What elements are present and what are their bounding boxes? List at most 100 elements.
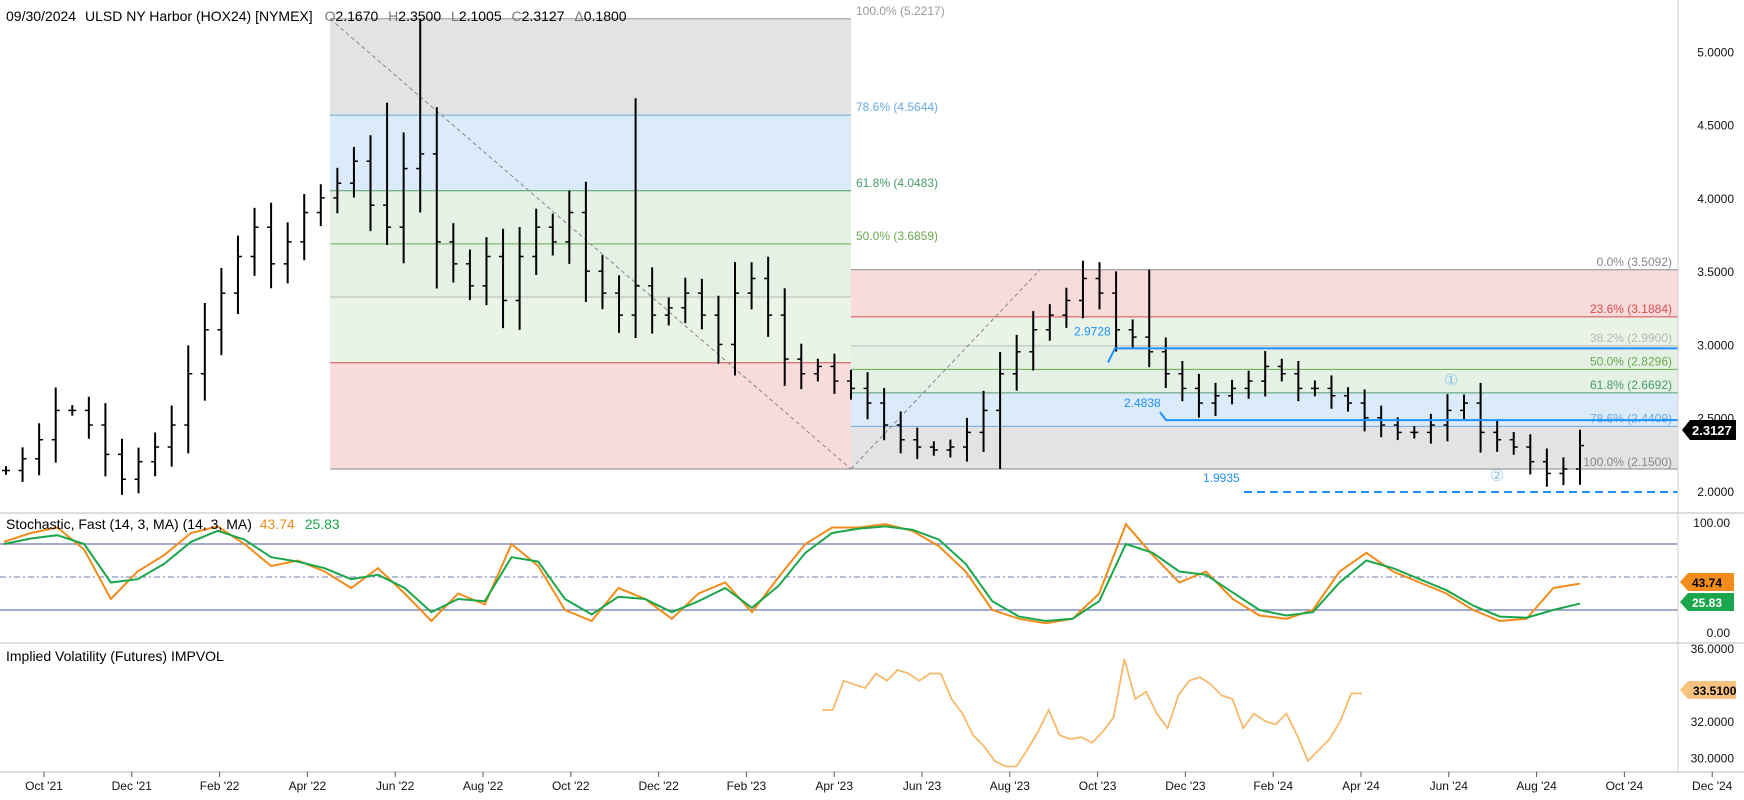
impvol-flag: 33.5100 bbox=[1680, 681, 1737, 699]
impvol-tick-label: 32.0000 bbox=[1691, 715, 1735, 729]
price-bar bbox=[18, 447, 27, 482]
header-symbol: ULSD NY Harbor (HOX24) [NYMEX] bbox=[85, 8, 313, 24]
fib2-level-label: 50.0% (2.8296) bbox=[1590, 354, 1672, 368]
price-bar bbox=[1526, 434, 1535, 475]
price-bar bbox=[731, 262, 740, 376]
header-change-label: Δ bbox=[574, 8, 583, 24]
fib2-level-label: 38.2% (2.9900) bbox=[1590, 331, 1672, 345]
price-bar bbox=[35, 423, 44, 476]
stochastic-k-flag: 43.74 bbox=[1680, 573, 1734, 591]
price-bar bbox=[780, 288, 789, 386]
price-bar bbox=[764, 256, 773, 337]
price-bar bbox=[615, 275, 624, 333]
price-tick-label: 3.0000 bbox=[1697, 338, 1734, 352]
price-bar bbox=[449, 223, 458, 283]
fib1-zone bbox=[330, 190, 851, 244]
stochastic-title-line: Stochastic, Fast (14, 3, MA) (14, 3, MA)… bbox=[6, 516, 340, 532]
fib1-level-label: 50.0% (3.6859) bbox=[856, 229, 938, 243]
impvol-flag-label: 33.5100 bbox=[1693, 684, 1737, 698]
price-bar bbox=[697, 278, 706, 330]
price-bar bbox=[1509, 432, 1518, 455]
time-tick-label: Oct '23 bbox=[1079, 779, 1117, 793]
price-bar bbox=[1078, 260, 1087, 319]
price-bar bbox=[233, 235, 242, 315]
fib1-level-label: 100.0% (5.2217) bbox=[856, 4, 945, 18]
time-tick-label: Oct '22 bbox=[552, 779, 590, 793]
price-bar bbox=[499, 228, 508, 329]
time-tick-label: Dec '24 bbox=[1692, 779, 1733, 793]
price-tick-label: 3.5000 bbox=[1697, 265, 1734, 279]
stochastic-title: Stochastic, Fast (14, 3, MA) (14, 3, MA) bbox=[6, 516, 252, 532]
price-bar bbox=[813, 358, 822, 382]
fib1-zone bbox=[330, 362, 851, 470]
time-tick-label: Aug '23 bbox=[990, 779, 1031, 793]
price-bar bbox=[1194, 373, 1203, 418]
fib1-zone bbox=[330, 297, 851, 363]
wave-2-label: ② bbox=[1490, 468, 1504, 485]
header-high: 2.3500 bbox=[398, 8, 441, 24]
price-bar bbox=[1443, 394, 1452, 442]
header-low-label: L bbox=[451, 8, 459, 24]
price-bar bbox=[1095, 262, 1104, 310]
support-line bbox=[1159, 411, 1678, 422]
price-bar bbox=[366, 135, 375, 232]
fib2-zone bbox=[851, 269, 1678, 317]
price-bar bbox=[1277, 358, 1286, 382]
price-bar bbox=[1476, 382, 1485, 453]
stochastic-k-flag-label: 43.74 bbox=[1692, 576, 1722, 590]
time-tick-label: Apr '22 bbox=[289, 779, 327, 793]
price-bar bbox=[432, 107, 441, 289]
fib2-level-label: 23.6% (3.1884) bbox=[1590, 302, 1672, 316]
price-annotations: 2.9728 2.4838 1.9935 ① ② bbox=[1074, 324, 1678, 493]
price-bar bbox=[1128, 319, 1137, 348]
resistance-label: 2.9728 bbox=[1074, 324, 1111, 338]
stochastic-d-flag-label: 25.83 bbox=[1692, 596, 1722, 610]
price-bar bbox=[1576, 429, 1584, 485]
fib-retracement-2: 0.0% (3.5092) 23.6% (3.1884) 38.2% (2.9900… bbox=[850, 255, 1678, 470]
price-tick-label: 2.0000 bbox=[1697, 485, 1734, 499]
time-tick-label: Jun '23 bbox=[903, 779, 942, 793]
price-bar bbox=[267, 202, 276, 289]
time-tick-label: Dec '22 bbox=[638, 779, 679, 793]
price-bar bbox=[2, 466, 10, 475]
time-tick-label: Dec '21 bbox=[112, 779, 153, 793]
header-high-label: H bbox=[388, 8, 398, 24]
fib2-level-label: 61.8% (2.6692) bbox=[1590, 378, 1672, 392]
price-bar bbox=[830, 353, 839, 394]
price-bar bbox=[648, 267, 657, 334]
impvol-tick-label: 30.0000 bbox=[1691, 751, 1735, 765]
price-bar bbox=[300, 194, 309, 261]
price-bar bbox=[1344, 387, 1353, 412]
stochastic-panel: 100.00 0.00 bbox=[0, 516, 1730, 640]
fib2-trendline bbox=[850, 269, 1041, 470]
price-bar bbox=[1244, 370, 1253, 399]
price-bar bbox=[333, 167, 342, 214]
price-bar bbox=[631, 98, 640, 338]
price-bar bbox=[250, 207, 259, 276]
header-open-label: O bbox=[325, 8, 336, 24]
time-tick-label: Apr '23 bbox=[815, 779, 853, 793]
price-bars bbox=[2, 18, 1584, 495]
fib-retracement-1: 100.0% (5.2217) 78.6% (4.5644) 61.8% (4.04… bbox=[329, 4, 945, 470]
header-close-label: C bbox=[512, 8, 522, 24]
price-bar bbox=[482, 237, 491, 306]
price-tick-label: 4.5000 bbox=[1697, 119, 1734, 133]
price-bar bbox=[515, 227, 524, 330]
stoch-k-line bbox=[3, 522, 1581, 625]
price-bar bbox=[117, 438, 126, 495]
price-bar bbox=[1112, 271, 1121, 352]
time-tick-label: Dec '23 bbox=[1165, 779, 1206, 793]
price-bar bbox=[747, 262, 756, 310]
price-bar bbox=[896, 411, 905, 454]
implied-volatility-title: Implied Volatility (Futures) IMPVOL bbox=[6, 648, 224, 664]
fib2-level-label: 0.0% (3.5092) bbox=[1597, 255, 1672, 269]
price-bar bbox=[1460, 394, 1469, 419]
price-bar bbox=[283, 222, 292, 284]
stochastic-d-flag: 25.83 bbox=[1680, 593, 1734, 611]
price-bar bbox=[68, 405, 77, 416]
impvol-line bbox=[822, 658, 1363, 768]
price-bar bbox=[863, 372, 872, 420]
price-bar bbox=[714, 295, 723, 364]
